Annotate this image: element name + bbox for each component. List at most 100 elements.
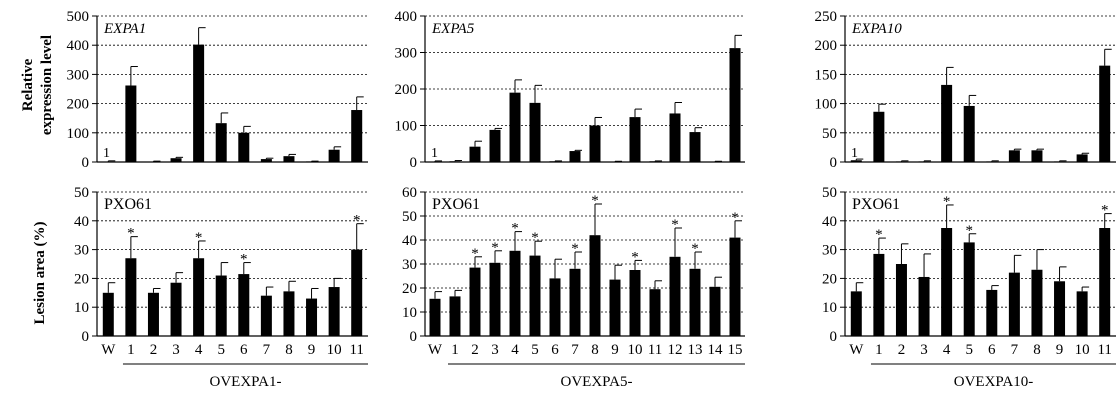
y-tick-label: 250	[815, 9, 838, 25]
bar	[941, 84, 953, 162]
bar	[629, 270, 641, 336]
plot-area: 0100200300400500EXPA110100200300400EXPA5…	[67, 9, 1116, 390]
x-tick-label: 8	[285, 342, 293, 358]
panel-label: PXO61	[104, 196, 152, 213]
x-tick-label: 14	[708, 342, 724, 358]
bar	[238, 132, 250, 162]
bar	[529, 255, 541, 336]
x-tick-label: W	[849, 342, 864, 358]
x-tick-label: 4	[943, 342, 951, 358]
y-tick-label: 0	[830, 155, 838, 171]
bar	[549, 161, 561, 162]
x-tick-label: 13	[688, 342, 703, 358]
y-tick-label: 100	[67, 126, 90, 142]
x-tick-label: 7	[571, 342, 579, 358]
x-tick-label: 10	[1075, 342, 1090, 358]
bar	[449, 161, 461, 162]
y-tick-label: 10	[402, 305, 417, 321]
bar	[489, 129, 501, 162]
y-tick-label: 0	[410, 329, 418, 345]
bar	[549, 278, 561, 336]
y-tick-label: 30	[74, 243, 89, 259]
bar	[589, 235, 601, 336]
y-tick-label: 50	[822, 126, 837, 142]
y-tick-label: 30	[822, 243, 837, 259]
bar	[918, 161, 930, 162]
bar	[1008, 272, 1020, 336]
bar	[125, 258, 137, 336]
x-tick-label: 3	[920, 342, 928, 358]
y-tick-label: 300	[67, 67, 90, 83]
bar	[569, 151, 581, 162]
bar	[193, 258, 205, 336]
y-tick-label: 40	[822, 214, 837, 230]
bar	[260, 159, 272, 162]
bar	[429, 161, 441, 163]
bar	[963, 105, 975, 162]
significance-star: *	[731, 210, 739, 226]
x-tick-label: 6	[240, 342, 248, 358]
bar	[1054, 161, 1066, 162]
y-tick-label: 300	[395, 46, 418, 62]
x-tick-label: 2	[898, 342, 906, 358]
group-label: OVEXPA5-	[561, 374, 633, 390]
y-tick-label: 50	[74, 185, 89, 201]
significance-star: *	[511, 221, 519, 237]
significance-star: *	[965, 223, 973, 239]
y-tick-label: 60	[402, 185, 417, 201]
y-tick-label: 200	[815, 38, 838, 54]
bar	[449, 296, 461, 336]
y-axis-label-expression-line2: expression level	[39, 35, 55, 135]
bar	[469, 267, 481, 336]
significance-star: *	[591, 193, 599, 209]
bar-annotation: 1	[431, 146, 438, 161]
bar	[215, 123, 227, 162]
x-tick-label: 6	[988, 342, 996, 358]
bar	[873, 253, 885, 336]
bar	[569, 268, 581, 336]
bar	[918, 276, 930, 336]
bar	[986, 161, 998, 162]
bar	[1076, 291, 1088, 336]
bar	[1054, 281, 1066, 336]
y-tick-label: 150	[815, 67, 838, 83]
x-tick-label: 4	[511, 342, 519, 358]
x-tick-label: W	[101, 342, 116, 358]
bar	[429, 298, 441, 336]
panel-label: EXPA5	[431, 21, 475, 37]
bar	[986, 289, 998, 336]
panel-label: PXO61	[432, 196, 480, 213]
bar	[238, 274, 250, 336]
y-tick-label: 20	[74, 271, 89, 287]
significance-star: *	[671, 217, 679, 233]
bar	[489, 262, 501, 336]
bar	[689, 132, 701, 162]
bar	[509, 250, 521, 336]
bar	[669, 113, 681, 162]
bar	[102, 292, 114, 336]
y-tick-label: 400	[67, 38, 90, 54]
bar	[689, 268, 701, 336]
significance-star: *	[471, 246, 479, 262]
x-tick-label: 10	[327, 342, 342, 358]
significance-star: *	[353, 213, 361, 229]
y-tick-label: 40	[74, 214, 89, 230]
bar	[328, 287, 340, 336]
bar	[283, 291, 295, 336]
y-tick-label: 50	[402, 209, 417, 225]
bar	[193, 44, 205, 163]
bar	[609, 279, 621, 336]
x-tick-label: 1	[127, 342, 135, 358]
group-label: OVEXPA1-	[210, 374, 282, 390]
x-tick-label: 10	[628, 342, 643, 358]
x-tick-label: 5	[965, 342, 973, 358]
bar	[589, 125, 601, 162]
x-tick-label: 8	[591, 342, 599, 358]
y-tick-label: 30	[402, 257, 417, 273]
bar	[1008, 150, 1020, 162]
bar	[709, 286, 721, 336]
panel-label: EXPA10	[851, 21, 902, 37]
bar	[328, 149, 340, 162]
x-tick-label: 11	[349, 342, 363, 358]
